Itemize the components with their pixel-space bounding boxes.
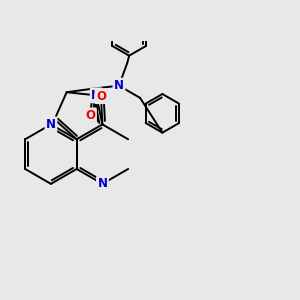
Text: N: N bbox=[98, 177, 107, 190]
Text: N: N bbox=[91, 89, 101, 102]
Text: O: O bbox=[96, 90, 106, 103]
Text: O: O bbox=[85, 109, 95, 122]
Text: N: N bbox=[114, 79, 124, 92]
Text: N: N bbox=[46, 118, 56, 131]
